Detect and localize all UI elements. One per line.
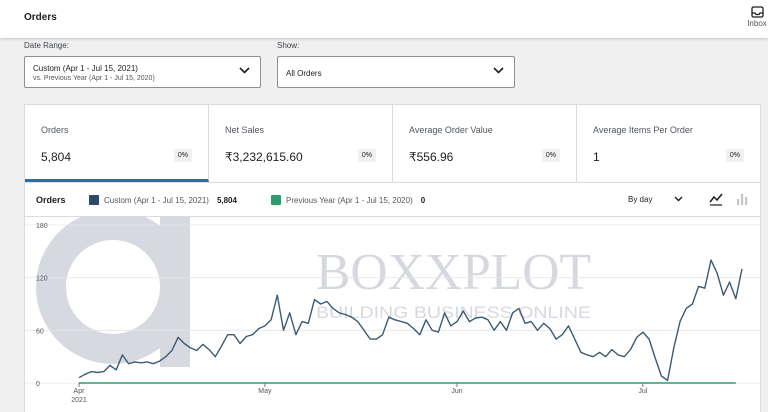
page-header: Orders Inbox: [0, 0, 768, 38]
summary-value: ₹3,232,615.60: [225, 150, 303, 164]
checkbox-checked-icon: [271, 195, 281, 205]
delta-badge: 0%: [357, 149, 376, 162]
delta-badge: 0%: [541, 149, 560, 162]
y-tick-label: 120: [36, 276, 48, 283]
date-range-value: Custom (Apr 1 - Jul 15, 2021): [33, 64, 138, 73]
legend-label: Previous Year (Apr 1 - Jul 15, 2020): [286, 196, 413, 205]
x-tick-label: Jul: [638, 388, 647, 395]
summary-value: 1: [593, 150, 600, 164]
line-chart-icon[interactable]: [709, 192, 723, 206]
show-value: All Orders: [286, 69, 322, 78]
summary-average-order-value[interactable]: Average Order Value ₹556.96 0%: [393, 105, 577, 182]
chevron-down-icon: [674, 196, 683, 202]
chart-panel: Orders Custom (Apr 1 - Jul 15, 2021) 5,80…: [24, 183, 762, 412]
x-tick-label: Jun: [451, 388, 462, 395]
legend-count: 0: [420, 196, 426, 205]
watermark-tagline: BUILDING BUSINESS ONLINE: [316, 303, 591, 322]
chevron-down-icon: [493, 67, 504, 74]
delta-badge: 0%: [725, 149, 744, 162]
inbox-button[interactable]: Inbox: [746, 6, 768, 28]
y-axis: 0 60 120 180: [36, 223, 48, 388]
x-axis: Apr 2021 May Jun Jul: [71, 383, 648, 404]
y-tick-label: 180: [36, 223, 48, 230]
summary-numbers: Orders 5,804 0% Net Sales ₹3,232,615.60 …: [24, 104, 761, 183]
summary-orders[interactable]: Orders 5,804 0%: [25, 105, 209, 182]
summary-value: ₹556.96: [409, 150, 454, 164]
watermark: BOXXPLOT BUILDING BUSINESS ONLINE: [36, 217, 591, 367]
summary-label: Average Order Value: [409, 125, 493, 135]
legend-item-current[interactable]: Custom (Apr 1 - Jul 15, 2021) 5,804: [89, 195, 237, 205]
watermark-brand: BOXXPLOT: [316, 244, 591, 301]
summary-label: Net Sales: [225, 125, 265, 135]
chart-title: Orders: [36, 195, 66, 205]
watermark-logo: [36, 217, 190, 367]
summary-average-items-per-order[interactable]: Average Items Per Order 1 0%: [577, 105, 760, 182]
summary-value: 5,804: [41, 150, 72, 164]
chart-series: [78, 259, 743, 384]
delta-badge: 0%: [173, 149, 192, 162]
legend-label: Custom (Apr 1 - Jul 15, 2021): [104, 196, 209, 205]
y-tick-label: 60: [36, 328, 44, 335]
series-line-current: [78, 259, 743, 382]
x-tick-label: Apr: [74, 388, 86, 395]
orders-line-chart: BOXXPLOT BUILDING BUSINESS ONLINE 0 60 120…: [25, 217, 762, 404]
chart-header: Orders Custom (Apr 1 - Jul 15, 2021) 5,80…: [25, 183, 760, 217]
inbox-icon: [750, 6, 764, 18]
y-tick-label: 0: [36, 381, 40, 388]
x-tick-sublabel: 2021: [71, 397, 87, 404]
date-range-label: Date Range:: [24, 41, 69, 50]
checkbox-checked-icon: [89, 195, 99, 205]
show-label: Show:: [277, 41, 300, 50]
inbox-label: Inbox: [747, 19, 767, 28]
bar-chart-icon[interactable]: [735, 192, 749, 206]
summary-label: Average Items Per Order: [593, 125, 693, 135]
legend-count: 5,804: [216, 196, 237, 205]
legend-item-previous[interactable]: Previous Year (Apr 1 - Jul 15, 2020) 0: [271, 195, 425, 205]
date-range-select[interactable]: Custom (Apr 1 - Jul 15, 2021) vs. Previo…: [24, 56, 261, 88]
summary-label: Orders: [41, 125, 69, 135]
summary-net-sales[interactable]: Net Sales ₹3,232,615.60 0%: [209, 105, 393, 182]
x-tick-label: May: [258, 388, 272, 395]
date-range-compare: vs. Previous Year (Apr 1 - Jul 15, 2020): [33, 75, 155, 82]
interval-select[interactable]: By day: [628, 195, 653, 204]
show-select[interactable]: All Orders: [277, 56, 515, 88]
page-title: Orders: [24, 12, 57, 23]
chevron-down-icon: [239, 67, 250, 74]
